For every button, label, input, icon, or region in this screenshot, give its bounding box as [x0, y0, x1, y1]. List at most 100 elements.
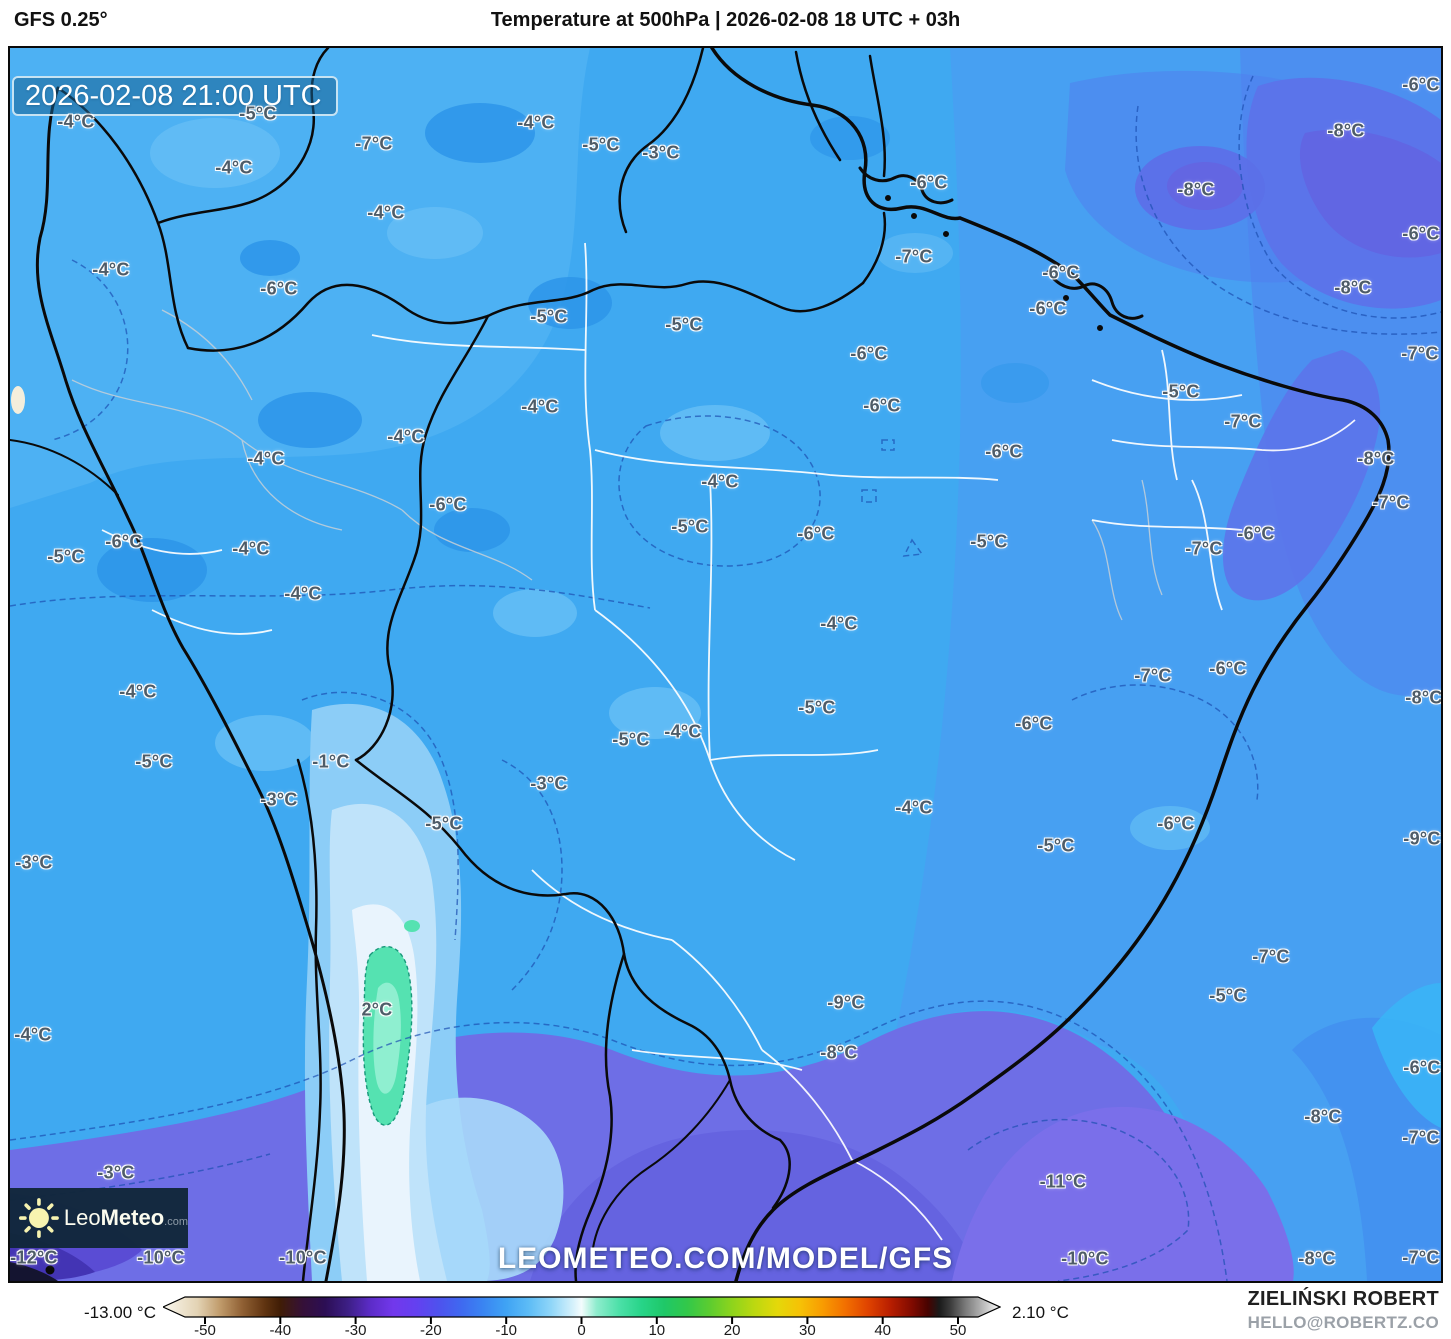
- timestamp-badge: 2026-02-08 21:00 UTC: [12, 76, 338, 116]
- temp-label: -6°C: [1402, 223, 1440, 244]
- temp-label: -4°C: [820, 613, 858, 634]
- temp-label: -4°C: [119, 681, 157, 702]
- temp-label: -7°C: [1185, 538, 1223, 559]
- temp-label: -8°C: [1334, 277, 1372, 298]
- temp-label: -8°C: [1357, 448, 1395, 469]
- temp-label: -5°C: [798, 697, 836, 718]
- temp-label: -6°C: [910, 172, 948, 193]
- temp-label: -5°C: [530, 306, 568, 327]
- temp-label: -8°C: [1177, 179, 1215, 200]
- temp-label: -7°C: [895, 246, 933, 267]
- temp-label: -9°C: [1403, 828, 1441, 849]
- temp-label: -5°C: [665, 314, 703, 335]
- sun-icon: [19, 1198, 59, 1238]
- colorbar-ticks: [204, 1317, 959, 1324]
- temp-label: -10°C: [279, 1247, 327, 1268]
- temp-label: -8°C: [1327, 120, 1365, 141]
- temp-label: -6°C: [850, 343, 888, 364]
- temp-label: -4°C: [701, 471, 739, 492]
- temp-label: -5°C: [671, 516, 709, 537]
- colorbar-tick-label: -40: [269, 1322, 292, 1339]
- temp-label: -4°C: [14, 1024, 52, 1045]
- temp-label: -6°C: [1029, 298, 1067, 319]
- temp-label: -7°C: [355, 133, 393, 154]
- temp-label: -1°C: [312, 751, 350, 772]
- temp-label: -6°C: [260, 278, 298, 299]
- attribution-email: HELLO@ROBERTZ.CO: [1247, 1313, 1439, 1332]
- temp-label: -6°C: [863, 395, 901, 416]
- temp-label: -5°C: [135, 751, 173, 772]
- rivers: [71, 309, 1163, 621]
- colorbar-gradient: [163, 1296, 1001, 1318]
- temp-label: 2°C: [361, 999, 393, 1020]
- temp-label: -4°C: [895, 797, 933, 818]
- logo-text: LeoMeteo.com: [63, 1205, 188, 1230]
- temp-label: -3°C: [642, 142, 680, 163]
- colorbar-tick-label: 20: [723, 1322, 741, 1339]
- temp-label: -8°C: [1304, 1106, 1342, 1127]
- temp-label: -7°C: [1372, 492, 1410, 513]
- temp-label: -8°C: [820, 1042, 858, 1063]
- temp-label: -5°C: [1037, 835, 1075, 856]
- temp-label: -3°C: [530, 773, 568, 794]
- temp-label: -11°C: [1039, 1171, 1087, 1192]
- temp-labels-layer: -4°C -5°C -7°C -4°C -4°C -5°C -3°C -6°C -6°C -8°C…: [10, 48, 1441, 1281]
- temp-label: -5°C: [1209, 985, 1247, 1006]
- temp-label: -4°C: [57, 111, 95, 132]
- country-borders: [10, 48, 1391, 1281]
- temp-label: -7°C: [1252, 946, 1290, 967]
- colorbar-min-value: -13.00 °C: [83, 1303, 156, 1322]
- temp-label: -3°C: [260, 789, 298, 810]
- colorbar-tick-label: 0: [577, 1322, 586, 1339]
- colorbar-tick-label: 50: [949, 1322, 967, 1339]
- temp-label: -7°C: [1402, 1247, 1440, 1268]
- weather-map: 2026-02-08 21:00 UTC -4°C -5°C -7°C -4°C -4°…: [8, 46, 1443, 1283]
- temp-label: -8°C: [1405, 687, 1443, 708]
- temp-label: -10°C: [1061, 1248, 1109, 1269]
- temp-label: -6°C: [429, 494, 467, 515]
- temp-label: -12°C: [10, 1247, 58, 1268]
- watermark: LEOMETEO.COM/MODEL/GFS: [497, 1242, 954, 1275]
- temp-label: -6°C: [105, 531, 143, 552]
- colorbar-tick-label: 30: [799, 1322, 816, 1339]
- colorbar-tick-label: 10: [648, 1322, 666, 1339]
- temp-label: -4°C: [92, 259, 130, 280]
- temp-label: -5°C: [425, 813, 463, 834]
- temp-label: -6°C: [1157, 813, 1195, 834]
- temp-label: -9°C: [827, 992, 865, 1013]
- temp-label: -4°C: [517, 112, 555, 133]
- temp-label: -4°C: [521, 396, 559, 417]
- temp-label: -6°C: [1403, 1057, 1441, 1078]
- colorbar-tick-label: -30: [344, 1322, 367, 1339]
- temp-label: -4°C: [387, 426, 425, 447]
- temp-label: -3°C: [15, 852, 53, 873]
- colorbar-tick-label: -50: [194, 1322, 216, 1339]
- temp-label: -6°C: [1237, 523, 1275, 544]
- temp-label: -5°C: [970, 531, 1008, 552]
- temp-label: -5°C: [582, 134, 620, 155]
- colorbar-tick-label: -10: [495, 1322, 518, 1339]
- temp-label: -7°C: [1401, 343, 1439, 364]
- temp-label: -6°C: [1209, 658, 1247, 679]
- page-title: Temperature at 500hPa | 2026-02-08 18 UT…: [490, 9, 961, 31]
- temp-label: -4°C: [215, 157, 253, 178]
- temp-label: -4°C: [247, 448, 285, 469]
- colorbar-tick-label: -20: [420, 1322, 442, 1339]
- temp-label: -3°C: [97, 1162, 135, 1183]
- temp-label: -10°C: [137, 1247, 185, 1268]
- temp-label: -6°C: [1015, 713, 1053, 734]
- colorbar-max-value: 2.10 °C: [1012, 1303, 1069, 1322]
- colorbar-tick-label: 40: [874, 1322, 892, 1339]
- temp-label: -5°C: [1162, 381, 1200, 402]
- temp-label: -7°C: [1134, 665, 1172, 686]
- temp-label: -6°C: [1042, 262, 1080, 283]
- temp-label: -5°C: [239, 103, 277, 124]
- temp-label: -8°C: [1298, 1248, 1336, 1269]
- map-canvas: [10, 48, 1441, 1281]
- temp-label: -4°C: [284, 583, 322, 604]
- model-name: GFS 0.25°: [14, 9, 108, 31]
- leometeo-logo: LeoMeteo.com: [10, 1188, 188, 1248]
- temp-label: -7°C: [1224, 411, 1262, 432]
- temp-label: -4°C: [367, 202, 405, 223]
- temp-label: -6°C: [985, 441, 1023, 462]
